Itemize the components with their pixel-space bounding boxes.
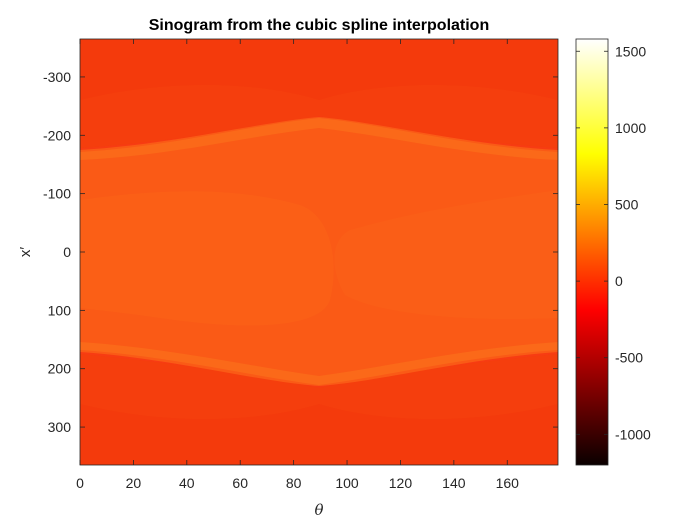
heatmap-bright-streak-lower xyxy=(80,342,558,385)
colorbar-tick-label: 1500 xyxy=(615,43,646,59)
y-tick-label: 100 xyxy=(48,302,72,318)
y-tick-label: -300 xyxy=(43,69,71,85)
colorbar-frame xyxy=(575,38,609,466)
colorbar-tick-label: -500 xyxy=(615,350,643,366)
y-tick-label: -100 xyxy=(43,186,71,202)
x-tick-label: 20 xyxy=(126,475,142,491)
x-tick-label: 60 xyxy=(232,475,248,491)
colorbar-tick-label: 1000 xyxy=(615,120,646,136)
colorbar-gradient xyxy=(576,39,608,465)
y-tick-label: 300 xyxy=(48,419,72,435)
colorbar-ticks: -1000 -500 0 500 1000 1500 xyxy=(576,43,651,442)
x-tick-label: 0 xyxy=(76,475,84,491)
x-tick-label: 100 xyxy=(335,475,359,491)
x-axis-label: θ xyxy=(314,501,323,519)
x-tick-label: 160 xyxy=(496,475,520,491)
heatmap-bright-streak-upper xyxy=(80,118,558,160)
heatmap-central-feature-right xyxy=(334,190,558,320)
x-tick-label: 80 xyxy=(286,475,302,491)
heatmap-inner-lobe-top xyxy=(80,84,558,148)
heatmap-inner-lobe-bottom xyxy=(80,354,558,420)
heatmap-image xyxy=(80,39,558,465)
x-axis-ticks: 0 20 40 60 80 100 120 140 160 xyxy=(76,39,519,491)
colorbar-tick-label: 500 xyxy=(615,196,639,212)
colorbar-tick-label: -1000 xyxy=(615,426,651,442)
heatmap-central-feature xyxy=(80,191,334,326)
y-axis-ticks: -300 -200 -100 0 100 200 300 xyxy=(43,69,558,435)
x-tick-label: 140 xyxy=(442,475,466,491)
x-tick-label: 40 xyxy=(179,475,195,491)
colorbar-tick-label: 0 xyxy=(615,273,623,289)
y-tick-label: 0 xyxy=(63,244,71,260)
y-axis-label: x′ xyxy=(17,247,34,258)
colorbar: -1000 -500 0 500 1000 1500 xyxy=(575,38,651,466)
chart-title: Sinogram from the cubic spline interpola… xyxy=(149,17,489,34)
x-tick-label: 120 xyxy=(389,475,413,491)
y-tick-label: 200 xyxy=(48,361,72,377)
y-tick-label: -200 xyxy=(43,127,71,143)
